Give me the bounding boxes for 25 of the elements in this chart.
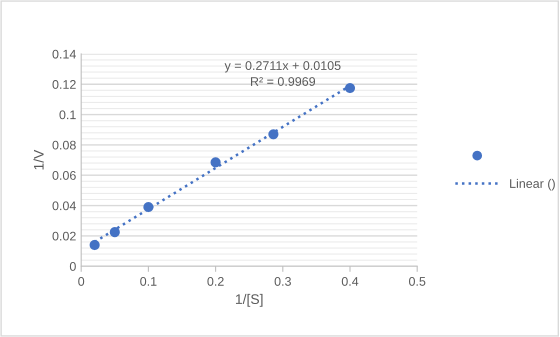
point [110, 227, 120, 238]
x-tick-label: 0 [78, 276, 84, 286]
point [344, 82, 356, 94]
point [90, 240, 100, 250]
x-tick-label: 0.4 [342, 276, 358, 286]
x-tick-label: 0.3 [274, 276, 291, 286]
x-axis-title: 1/[S] [236, 294, 262, 307]
point [268, 129, 278, 140]
y-tick-label: 0.14 [52, 50, 76, 59]
annotation: R² = 0.9969 [250, 77, 316, 86]
x-tick-label: 0.1 [140, 276, 156, 286]
y-tick-label: 0.12 [52, 80, 76, 89]
y-tick-label: 0.08 [52, 140, 76, 150]
y-tick-label: 0.04 [52, 201, 76, 210]
x-tick-label: 0.5 [409, 276, 426, 286]
legend-label: Linear () [510, 178, 555, 190]
annotation: y = 0.2711x + 0.0105 [224, 61, 341, 72]
y-tick-label: 0.1 [59, 110, 76, 120]
point [143, 202, 154, 212]
y-tick-label: 0.06 [52, 171, 76, 180]
y-axis-title: 1/V [34, 150, 44, 170]
x-tick-label: 0.2 [207, 276, 224, 286]
y-tick-label: 0 [70, 262, 76, 271]
point [210, 157, 221, 168]
y-tick-label: 0.02 [52, 232, 76, 241]
